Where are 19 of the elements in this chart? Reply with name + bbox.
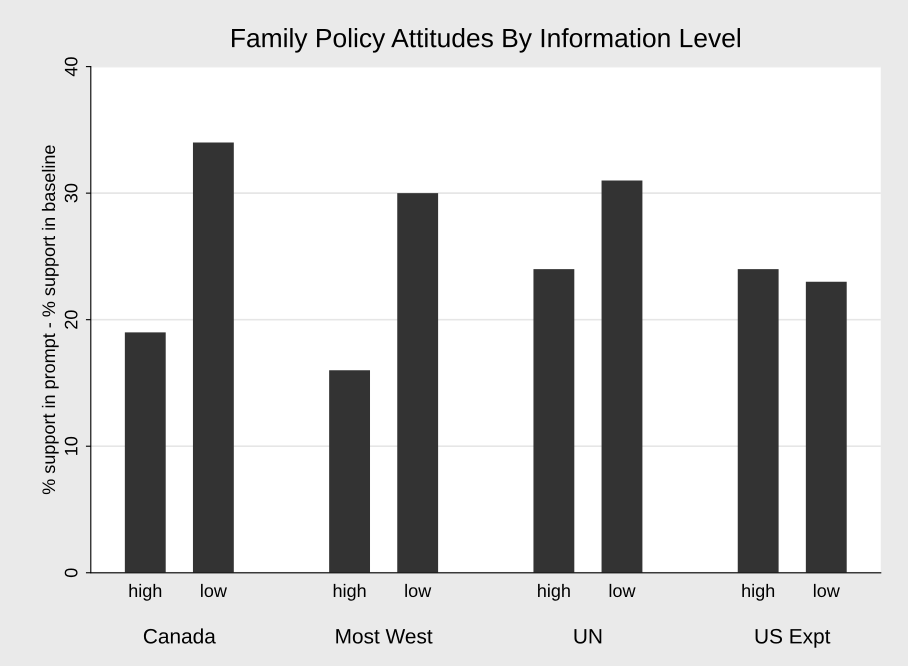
text: Most West	[336, 629, 432, 644]
x-tick-label: high	[129, 584, 162, 601]
x-tick-label: low	[610, 584, 636, 598]
x-tick-label: high	[538, 584, 570, 601]
y-tick-label: 40	[64, 57, 78, 76]
y-tick-label: 0	[64, 568, 78, 578]
text: Canada	[144, 628, 216, 644]
y-tick-label: 30	[64, 184, 78, 202]
text: US Expt	[756, 628, 830, 648]
y-tick-label: 20	[64, 310, 78, 329]
x-tick-label: low	[405, 584, 432, 598]
text: UN	[574, 629, 602, 644]
x-tick-label: high	[334, 584, 366, 601]
y-axis-title: % support in prompt - % support in baseline	[42, 145, 59, 494]
x-tick-label: low	[201, 584, 227, 598]
y-tick-label: 10	[64, 436, 78, 455]
chart-title: Family Policy Attitudes By Information Level	[232, 28, 740, 53]
x-tick-label: high	[742, 584, 774, 601]
x-tick-label: low	[814, 584, 840, 598]
